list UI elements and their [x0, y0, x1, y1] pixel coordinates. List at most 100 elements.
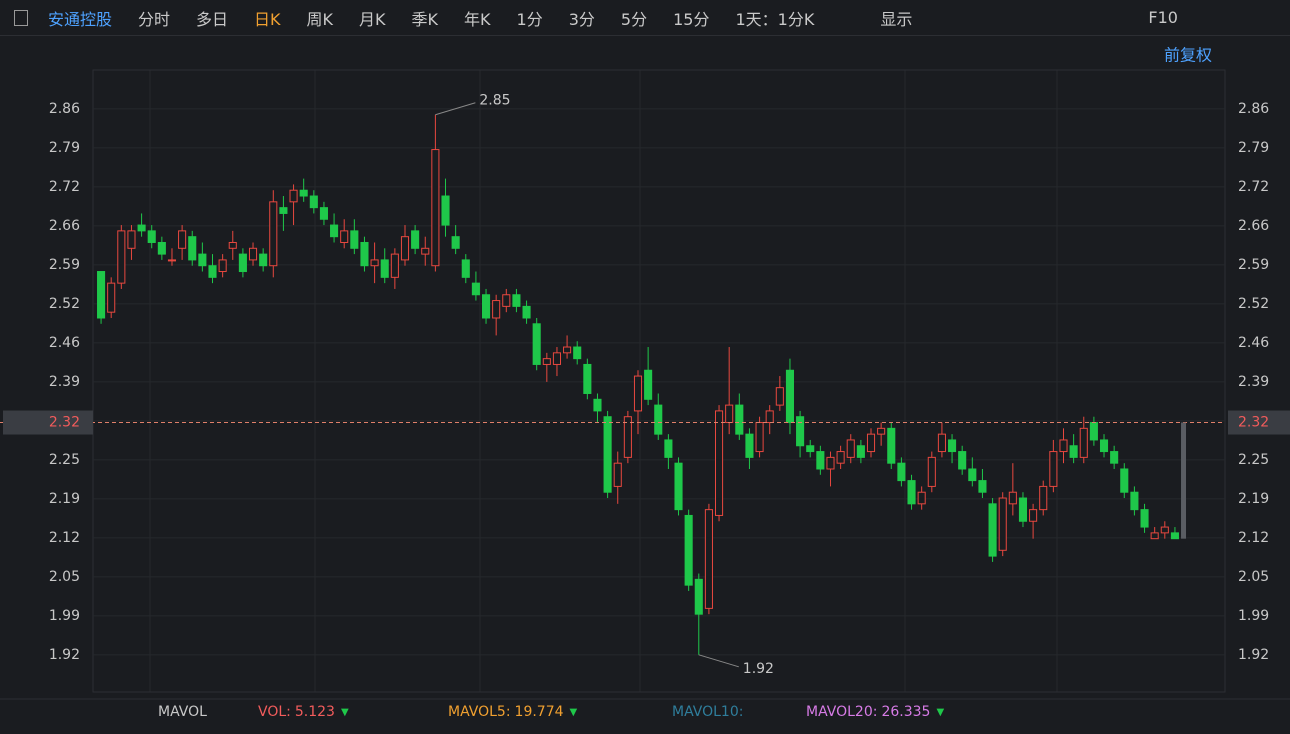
candle-body	[421, 247, 430, 255]
candle-body	[593, 398, 602, 412]
low-pointer	[698, 654, 739, 668]
indicator-name: VOL:	[258, 704, 291, 720]
candle-body	[654, 404, 663, 435]
candle-body	[1069, 445, 1078, 458]
tab[interactable]: 3分	[568, 9, 595, 29]
candle-body	[816, 451, 825, 470]
candle-body	[481, 294, 491, 319]
candle-body	[1170, 532, 1179, 540]
price-tag-bg	[1228, 410, 1290, 435]
candle-body	[97, 271, 106, 319]
candle-body	[877, 427, 886, 435]
candle-body	[1059, 439, 1068, 453]
candle-body	[826, 456, 835, 470]
tab[interactable]: 分时	[138, 9, 171, 29]
candle-body	[461, 259, 470, 278]
candle-body	[522, 305, 531, 319]
f10[interactable]: F10	[1148, 8, 1178, 27]
candle-body	[633, 375, 643, 412]
y-tick-label: 2.05	[49, 569, 80, 585]
candle-body	[664, 439, 673, 458]
y-tick-label: 2.12	[49, 530, 80, 546]
candle-body	[532, 323, 541, 365]
candle-body	[775, 387, 784, 406]
indicator-value: 19.774	[515, 704, 564, 720]
candle-body	[846, 439, 855, 458]
candle-body	[917, 491, 926, 505]
candle-body	[188, 236, 197, 261]
candle-body	[471, 282, 480, 296]
indicator-item: MAVOL5: 19.774 ▼	[448, 704, 578, 720]
sidebar-icon[interactable]	[14, 9, 28, 26]
candle-body	[623, 416, 632, 458]
y-tick-label: 2.12	[1238, 530, 1269, 546]
candle-body	[644, 369, 653, 400]
candle-body	[603, 416, 612, 493]
candle-body	[238, 253, 247, 273]
low-label: 1.92	[743, 661, 774, 677]
stock-name[interactable]: 安通控股	[48, 9, 113, 29]
tab[interactable]: 日K	[254, 9, 281, 29]
candle-body	[1130, 491, 1139, 511]
candle-body	[370, 259, 379, 267]
candle-body	[765, 410, 774, 424]
candle-body	[411, 230, 420, 249]
candle-body	[927, 456, 936, 487]
high-label: 2.85	[479, 93, 510, 109]
candle-body	[613, 462, 622, 487]
candle-body	[887, 427, 896, 464]
candle-body	[735, 404, 744, 435]
tab[interactable]: 季K	[411, 9, 439, 29]
candle-body	[563, 346, 572, 354]
candle-body	[299, 189, 308, 197]
tab[interactable]: 1分	[516, 9, 543, 29]
tab[interactable]: 月K	[359, 9, 386, 29]
candle-body	[897, 462, 906, 482]
candle-body	[390, 253, 399, 278]
candle-body	[1089, 422, 1098, 441]
candle-body	[806, 445, 815, 453]
candle-body	[552, 352, 561, 365]
indicator-name[interactable]: MAVOL	[158, 704, 207, 720]
tab[interactable]: 年K	[464, 9, 491, 29]
candle-body	[998, 497, 1007, 551]
y-tick-label: 2.46	[1238, 335, 1269, 351]
vgrid	[149, 70, 1058, 692]
tab[interactable]: 周K	[306, 9, 334, 29]
current-price-label: 2.32	[49, 415, 80, 431]
candle-body	[785, 369, 795, 424]
y-tick-label: 2.46	[49, 335, 80, 351]
y-tick-label: 2.25	[49, 452, 80, 468]
tab[interactable]: 5分	[620, 9, 648, 29]
candle-body	[866, 433, 876, 453]
y-tick-label: 2.59	[49, 257, 80, 273]
candle-body	[502, 294, 511, 307]
candle-body	[1110, 451, 1119, 464]
candle-body	[907, 480, 916, 505]
candle-body	[1049, 451, 1058, 487]
candle-body	[684, 514, 693, 586]
tab[interactable]: 15分	[673, 9, 710, 29]
y-tick-label: 2.66	[49, 218, 80, 234]
candle-body	[573, 346, 582, 360]
candle-body	[1140, 509, 1149, 528]
candle-body	[147, 230, 156, 243]
indicator-value: 26.335	[881, 704, 930, 720]
candle-body	[350, 230, 359, 249]
candle-body	[269, 201, 278, 267]
y-tick-label: 2.19	[1238, 491, 1269, 507]
candle-body	[988, 503, 997, 557]
candle-body	[1029, 509, 1038, 522]
tab[interactable]: 多日	[196, 9, 229, 29]
adjust[interactable]: 前复权	[1164, 46, 1212, 65]
candle-body	[218, 259, 227, 273]
period[interactable]: 1天：1分K	[735, 9, 815, 29]
current-price-label: 2.32	[1238, 415, 1269, 431]
candle-body	[583, 363, 592, 394]
price-tag-bg	[3, 410, 93, 435]
y-tick-label: 2.05	[1238, 569, 1269, 585]
current-price-bar	[1181, 422, 1187, 539]
display[interactable]: 显示	[880, 9, 913, 29]
